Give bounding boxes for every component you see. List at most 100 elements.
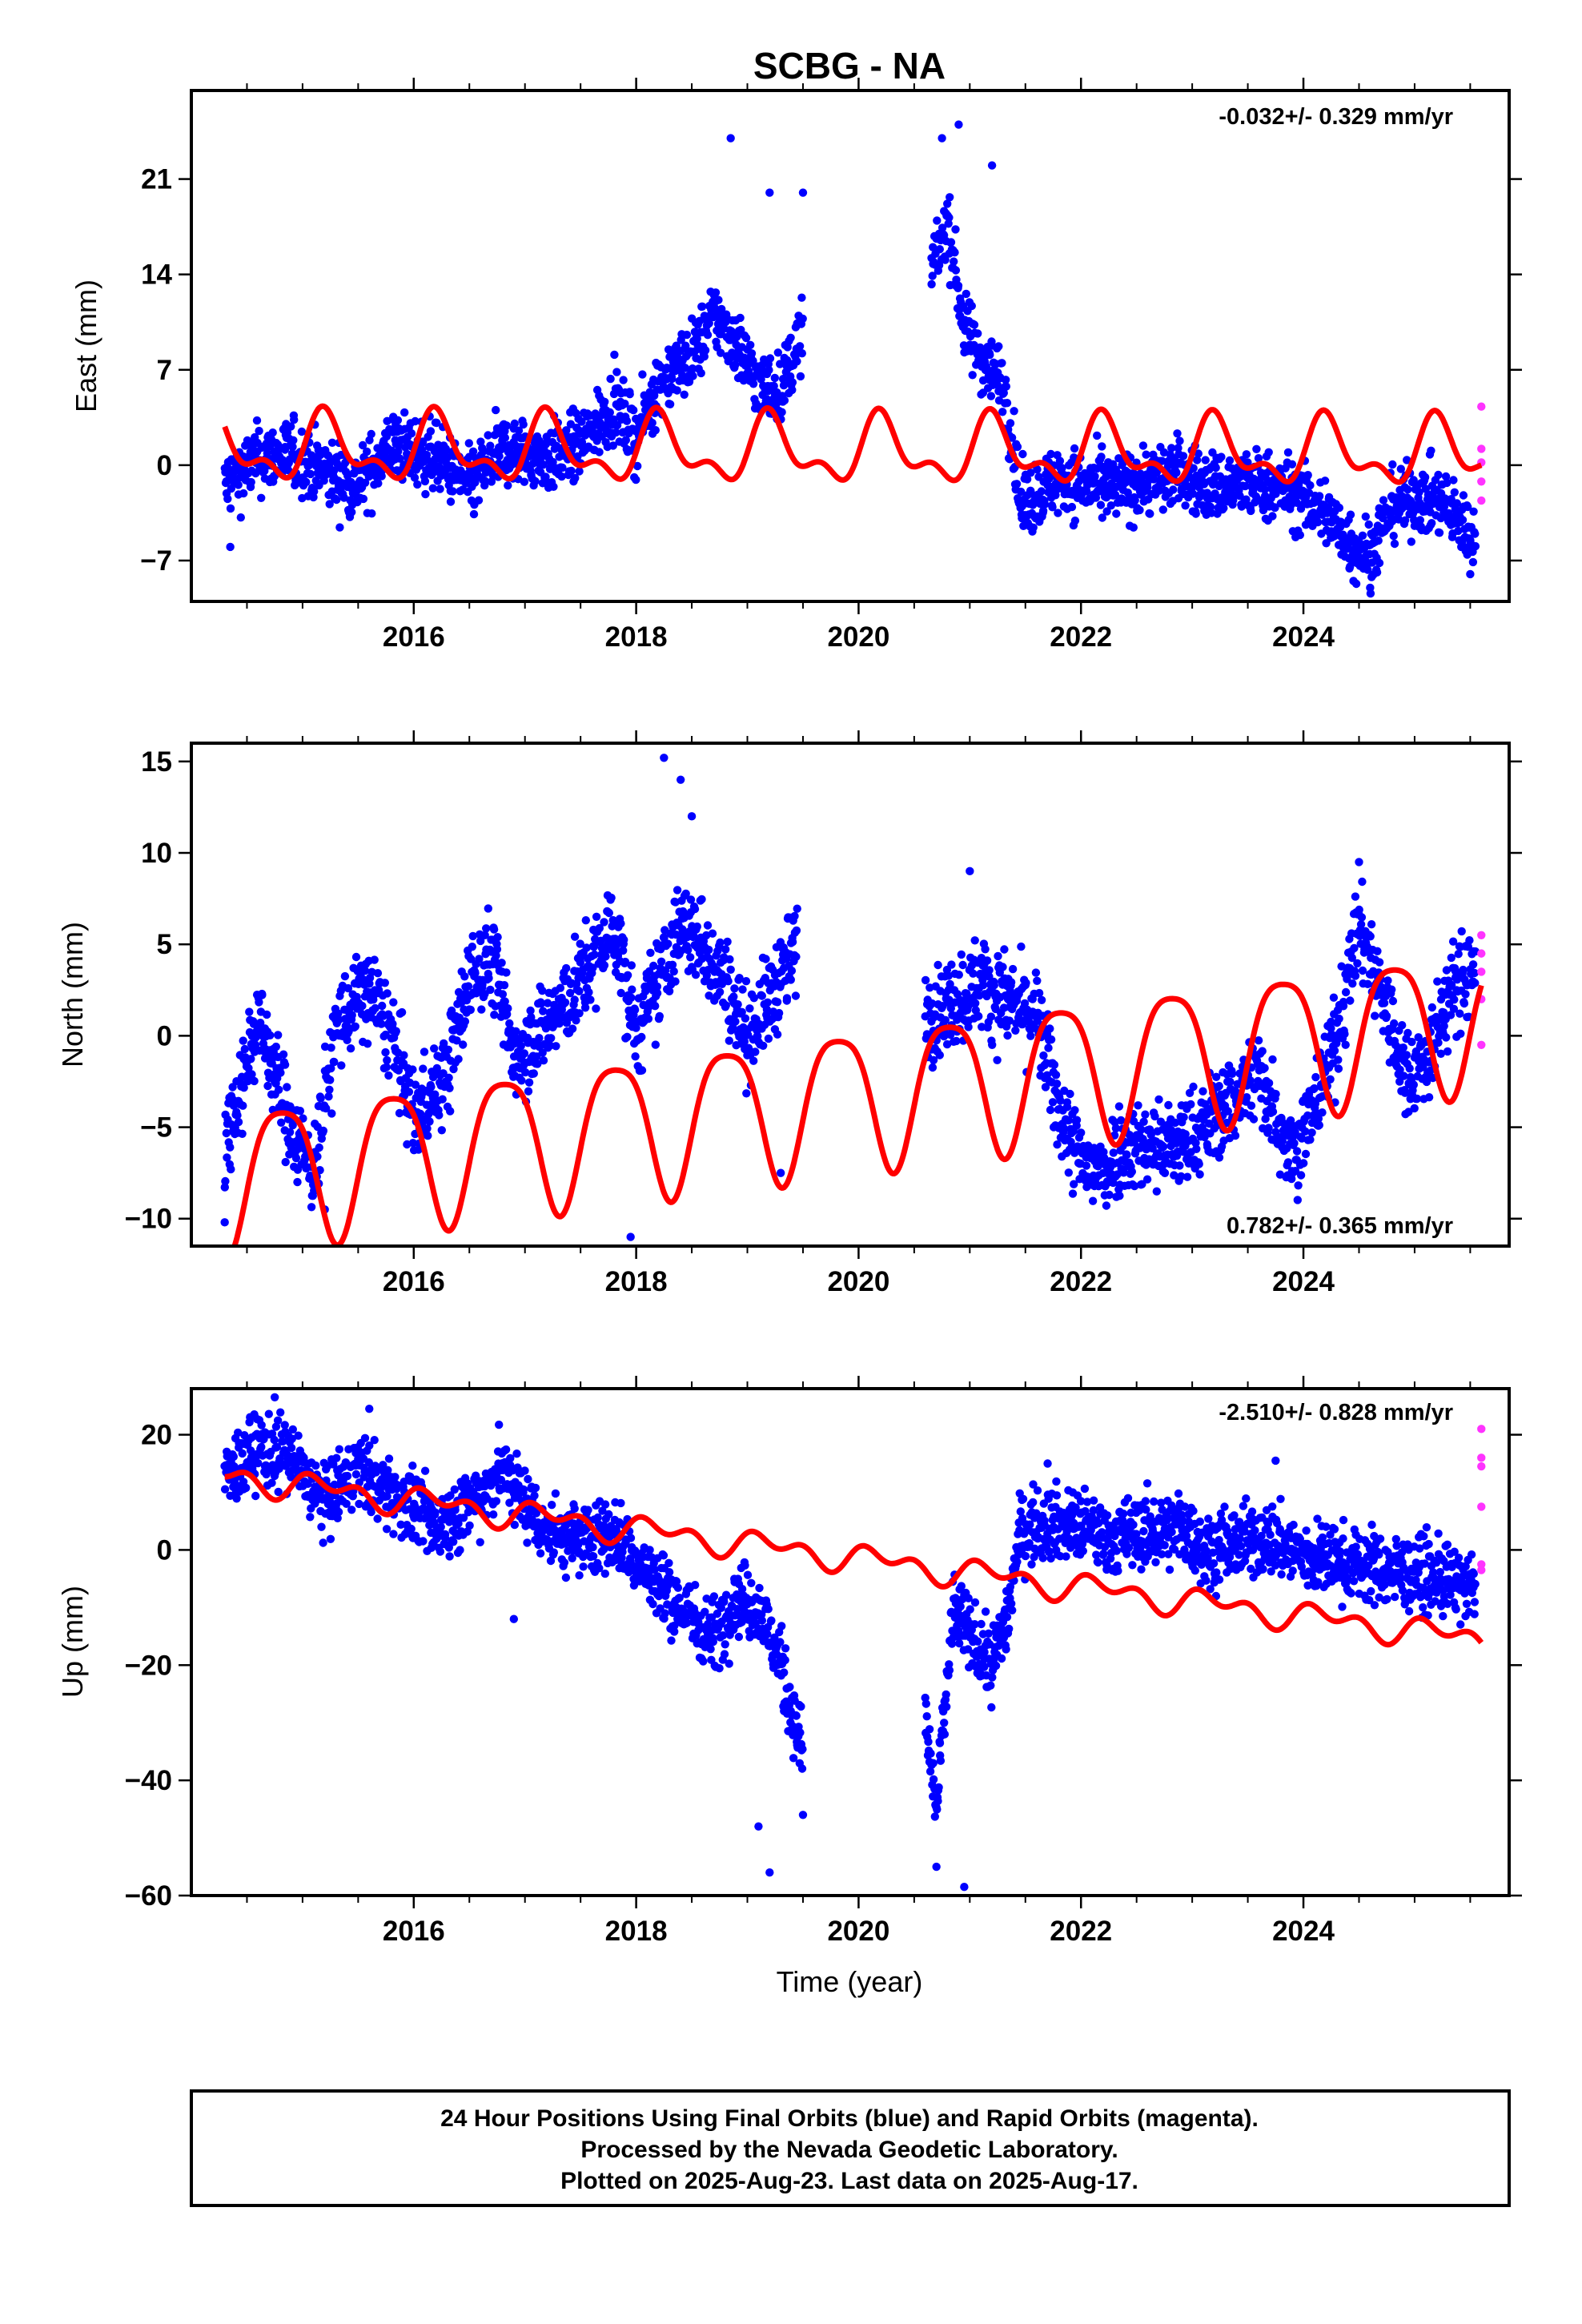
north-final-orbit-point [705, 991, 713, 1000]
north-final-orbit-point [1041, 1083, 1050, 1092]
up-final-orbit-point [317, 1522, 326, 1531]
north-final-orbit-point [990, 981, 999, 990]
north-final-orbit-point [291, 1154, 301, 1163]
east-final-orbit-point [693, 334, 701, 344]
east-final-orbit-point [793, 357, 801, 366]
east-final-orbit-point [367, 429, 375, 439]
east-final-orbit-point [1363, 565, 1372, 574]
east-final-orbit-point [778, 375, 788, 384]
north-final-orbit-point [1059, 1124, 1069, 1133]
east-final-orbit-point [327, 438, 337, 447]
north-final-orbit-point [490, 1011, 499, 1019]
north-final-orbit-point [319, 1126, 328, 1136]
east-final-orbit-point [1260, 485, 1269, 494]
north-final-orbit-point [1066, 1089, 1074, 1099]
north-final-orbit-point [954, 971, 964, 979]
east-final-orbit-point [962, 289, 971, 299]
north-final-orbit-point [486, 985, 495, 995]
north-final-orbit-point [247, 1070, 256, 1079]
north-y-axis-label: North (mm) [56, 922, 89, 1068]
north-final-orbit-point [970, 936, 979, 945]
north-final-orbit-point [492, 945, 502, 954]
north-final-orbit-point [1160, 1168, 1170, 1178]
north-final-orbit-point [660, 754, 669, 762]
east-final-orbit-point [255, 426, 263, 436]
north-final-orbit-point [1326, 1075, 1335, 1084]
north-final-orbit-point [1400, 1088, 1410, 1097]
north-final-orbit-point [454, 1055, 463, 1063]
north-final-orbit-point [446, 1107, 455, 1116]
north-final-orbit-point [1114, 1102, 1124, 1111]
east-final-orbit-point [520, 477, 529, 486]
north-final-orbit-point [1456, 1029, 1465, 1039]
east-final-orbit-point [954, 120, 963, 129]
east-final-orbit-point [622, 416, 632, 425]
north-final-orbit-point [1006, 978, 1016, 987]
north-final-orbit-point [1159, 1142, 1168, 1152]
north-final-orbit-point [668, 960, 677, 970]
north-final-orbit-point [504, 1004, 512, 1013]
east-final-orbit-point [797, 349, 806, 358]
north-final-orbit-point [239, 1084, 248, 1092]
north-final-orbit-point [468, 943, 476, 951]
east-final-orbit-point [1379, 513, 1387, 523]
north-final-orbit-point [1339, 997, 1348, 1007]
north-final-orbit-point [285, 1128, 295, 1137]
east-final-orbit-point [1271, 503, 1279, 513]
east-final-orbit-point [1135, 505, 1144, 515]
east-final-orbit-point [1010, 407, 1018, 416]
east-final-orbit-point [1396, 464, 1406, 473]
north-final-orbit-point [380, 979, 389, 987]
east-final-orbit-point [448, 487, 457, 496]
north-final-orbit-point [1215, 1153, 1224, 1162]
north-final-orbit-point [1154, 1095, 1163, 1104]
north-final-orbit-point [543, 999, 552, 1007]
east-final-orbit-point [688, 364, 697, 373]
north-final-orbit-point [592, 912, 601, 922]
east-final-orbit-point [552, 441, 561, 451]
north-final-orbit-point [1215, 1082, 1223, 1091]
east-final-orbit-point [736, 313, 745, 323]
up-final-orbit-point [287, 1434, 296, 1443]
north-final-orbit-point [921, 975, 930, 985]
north-final-orbit-point [460, 1017, 470, 1026]
north-y-tick-label: 5 [157, 929, 172, 960]
east-final-orbit-point [1247, 506, 1255, 516]
east-final-orbit-point [571, 473, 580, 483]
north-final-orbit-point [1315, 1120, 1324, 1130]
east-final-orbit-point [548, 457, 557, 467]
north-final-orbit-point [678, 907, 688, 916]
east-final-orbit-point [1067, 502, 1077, 512]
north-final-orbit-point [1454, 950, 1463, 959]
north-x-tick-label: 2022 [1050, 1266, 1112, 1297]
north-final-orbit-point [1046, 1035, 1056, 1044]
east-final-orbit-point [575, 467, 584, 476]
east-final-orbit-point [377, 472, 386, 480]
east-final-orbit-point [325, 500, 334, 509]
north-final-orbit-point [576, 939, 584, 948]
north-final-orbit-point [723, 937, 732, 947]
east-final-orbit-point [464, 439, 473, 448]
north-final-orbit-point [1346, 996, 1355, 1005]
north-final-orbit-point [1334, 1055, 1343, 1064]
north-final-orbit-point [604, 908, 613, 918]
north-final-orbit-point [1185, 1088, 1195, 1098]
east-final-orbit-point [1096, 501, 1106, 509]
east-y-tick-label: 7 [157, 355, 172, 386]
north-final-orbit-point [517, 1076, 526, 1085]
east-final-orbit-point [717, 348, 725, 357]
north-final-orbit-point [935, 1051, 945, 1059]
north-final-orbit-point [1115, 1192, 1124, 1200]
north-final-orbit-point [238, 1129, 247, 1139]
east-final-orbit-point [1219, 504, 1228, 513]
north-final-orbit-point [646, 948, 655, 958]
north-final-orbit-point [492, 951, 500, 960]
east-final-orbit-point [1403, 485, 1412, 494]
north-final-orbit-point [279, 1050, 288, 1059]
north-final-orbit-point [791, 991, 801, 1000]
east-final-orbit-point [289, 436, 298, 444]
north-final-orbit-point [346, 1044, 355, 1053]
east-final-orbit-point [1366, 583, 1375, 593]
north-final-orbit-point [556, 983, 565, 992]
